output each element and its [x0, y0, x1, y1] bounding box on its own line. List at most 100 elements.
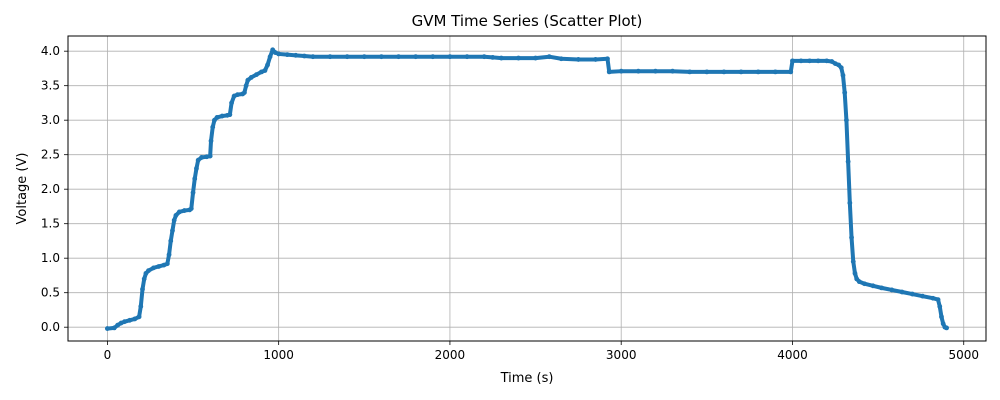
scatter-point: [242, 90, 247, 95]
scatter-point: [344, 54, 350, 60]
scatter-point: [870, 283, 876, 289]
scatter-point: [845, 159, 851, 164]
scatter-point: [481, 54, 487, 60]
scatter-point: [937, 304, 943, 309]
scatter-point: [575, 57, 581, 62]
scatter-point: [849, 235, 854, 240]
scatter-point: [156, 264, 162, 269]
scatter-point: [546, 54, 552, 60]
scatter-point: [173, 213, 179, 218]
scatter-point: [593, 57, 598, 62]
series-trace: [105, 47, 949, 331]
grid: [68, 36, 986, 341]
x-tick-label: 5000: [948, 348, 979, 362]
scatter-point: [194, 166, 199, 171]
scatter-point: [361, 54, 367, 60]
scatter-point: [171, 217, 177, 223]
scatter-point: [788, 69, 794, 75]
scatter-point: [605, 56, 610, 62]
scatter-point: [379, 54, 384, 60]
scatter-point: [132, 316, 138, 322]
plot-frame: [67, 35, 987, 342]
scatter-point: [856, 279, 862, 285]
scatter-point: [265, 62, 270, 68]
scatter-point: [920, 293, 926, 299]
x-tick-label: 0: [104, 348, 112, 362]
scatter-point: [267, 54, 273, 60]
scatter-point: [190, 190, 196, 196]
scatter-point: [199, 155, 204, 160]
scatter-point: [838, 65, 844, 71]
scatter-point: [227, 112, 233, 118]
y-axis-label: Voltage (V): [15, 153, 30, 225]
scatter-point: [122, 319, 127, 325]
x-tick-label: 3000: [606, 348, 637, 362]
y-tick-label: 1.0: [41, 251, 60, 265]
scatter-point: [219, 113, 225, 119]
x-axis-label: Time (s): [500, 371, 554, 386]
y-tick-label: 0.0: [41, 320, 60, 334]
scatter-point: [170, 228, 175, 233]
scatter-point: [533, 55, 538, 61]
scatter-point: [151, 265, 157, 271]
scatter-point: [899, 289, 905, 295]
data-layer: [104, 47, 950, 331]
scatter-point: [618, 68, 624, 74]
scatter-point: [182, 208, 187, 213]
scatter-point: [243, 83, 249, 89]
scatter-point: [104, 326, 110, 331]
scatter-point: [413, 54, 419, 60]
x-tick-label: 1000: [263, 348, 294, 362]
scatter-point: [738, 69, 744, 75]
scatter-point: [516, 55, 521, 61]
scatter-point: [909, 291, 915, 297]
scatter-point: [447, 54, 453, 60]
scatter-point: [842, 90, 848, 95]
scatter-point: [635, 68, 641, 74]
scatter-point: [815, 58, 821, 64]
scatter-point: [192, 176, 198, 182]
scatter-point: [850, 259, 856, 265]
scatter-point: [847, 200, 853, 206]
scatter-point: [136, 314, 142, 320]
y-tick-label: 3.5: [41, 79, 60, 93]
scatter-point: [276, 51, 282, 57]
scatter-point: [310, 54, 316, 60]
scatter-point: [935, 297, 941, 302]
scatter-point: [168, 238, 174, 244]
scatter-point: [195, 157, 201, 163]
scatter-point: [670, 68, 675, 74]
scatter-point: [430, 54, 436, 60]
scatter-point: [889, 287, 895, 293]
scatter-point: [141, 276, 147, 282]
scatter-point: [396, 54, 401, 60]
scatter-point: [862, 281, 867, 287]
scatter-point: [687, 69, 693, 75]
scatter-point: [248, 75, 254, 80]
scatter-point: [790, 58, 795, 64]
scatter-point: [824, 58, 830, 64]
scatter-point: [930, 295, 936, 301]
scatter-point: [111, 325, 117, 331]
scatter-point: [229, 100, 234, 106]
x-tick-label: 4000: [777, 348, 808, 362]
scatter-point: [840, 72, 846, 78]
scatter-point: [127, 317, 133, 323]
scatter-point: [176, 209, 182, 215]
scatter-point: [166, 252, 172, 258]
scatter-point: [464, 54, 470, 60]
y-axis-ticks: 0.0 0.5 1.0 1.5 2.0 2.5 3.0 3.5 4.0: [41, 44, 68, 334]
scatter-point: [188, 206, 194, 211]
x-axis-ticks: 0 1000 2000 3000 4000 5000: [104, 341, 979, 362]
y-tick-label: 2.0: [41, 182, 60, 196]
scatter-point: [721, 69, 727, 75]
scatter-point: [235, 92, 240, 98]
scatter-point: [301, 53, 307, 59]
y-tick-label: 4.0: [41, 44, 60, 58]
scatter-point: [879, 285, 884, 291]
scatter-point: [284, 52, 290, 58]
scatter-point: [498, 55, 504, 61]
scatter-point: [146, 268, 151, 274]
y-tick-label: 3.0: [41, 113, 60, 127]
